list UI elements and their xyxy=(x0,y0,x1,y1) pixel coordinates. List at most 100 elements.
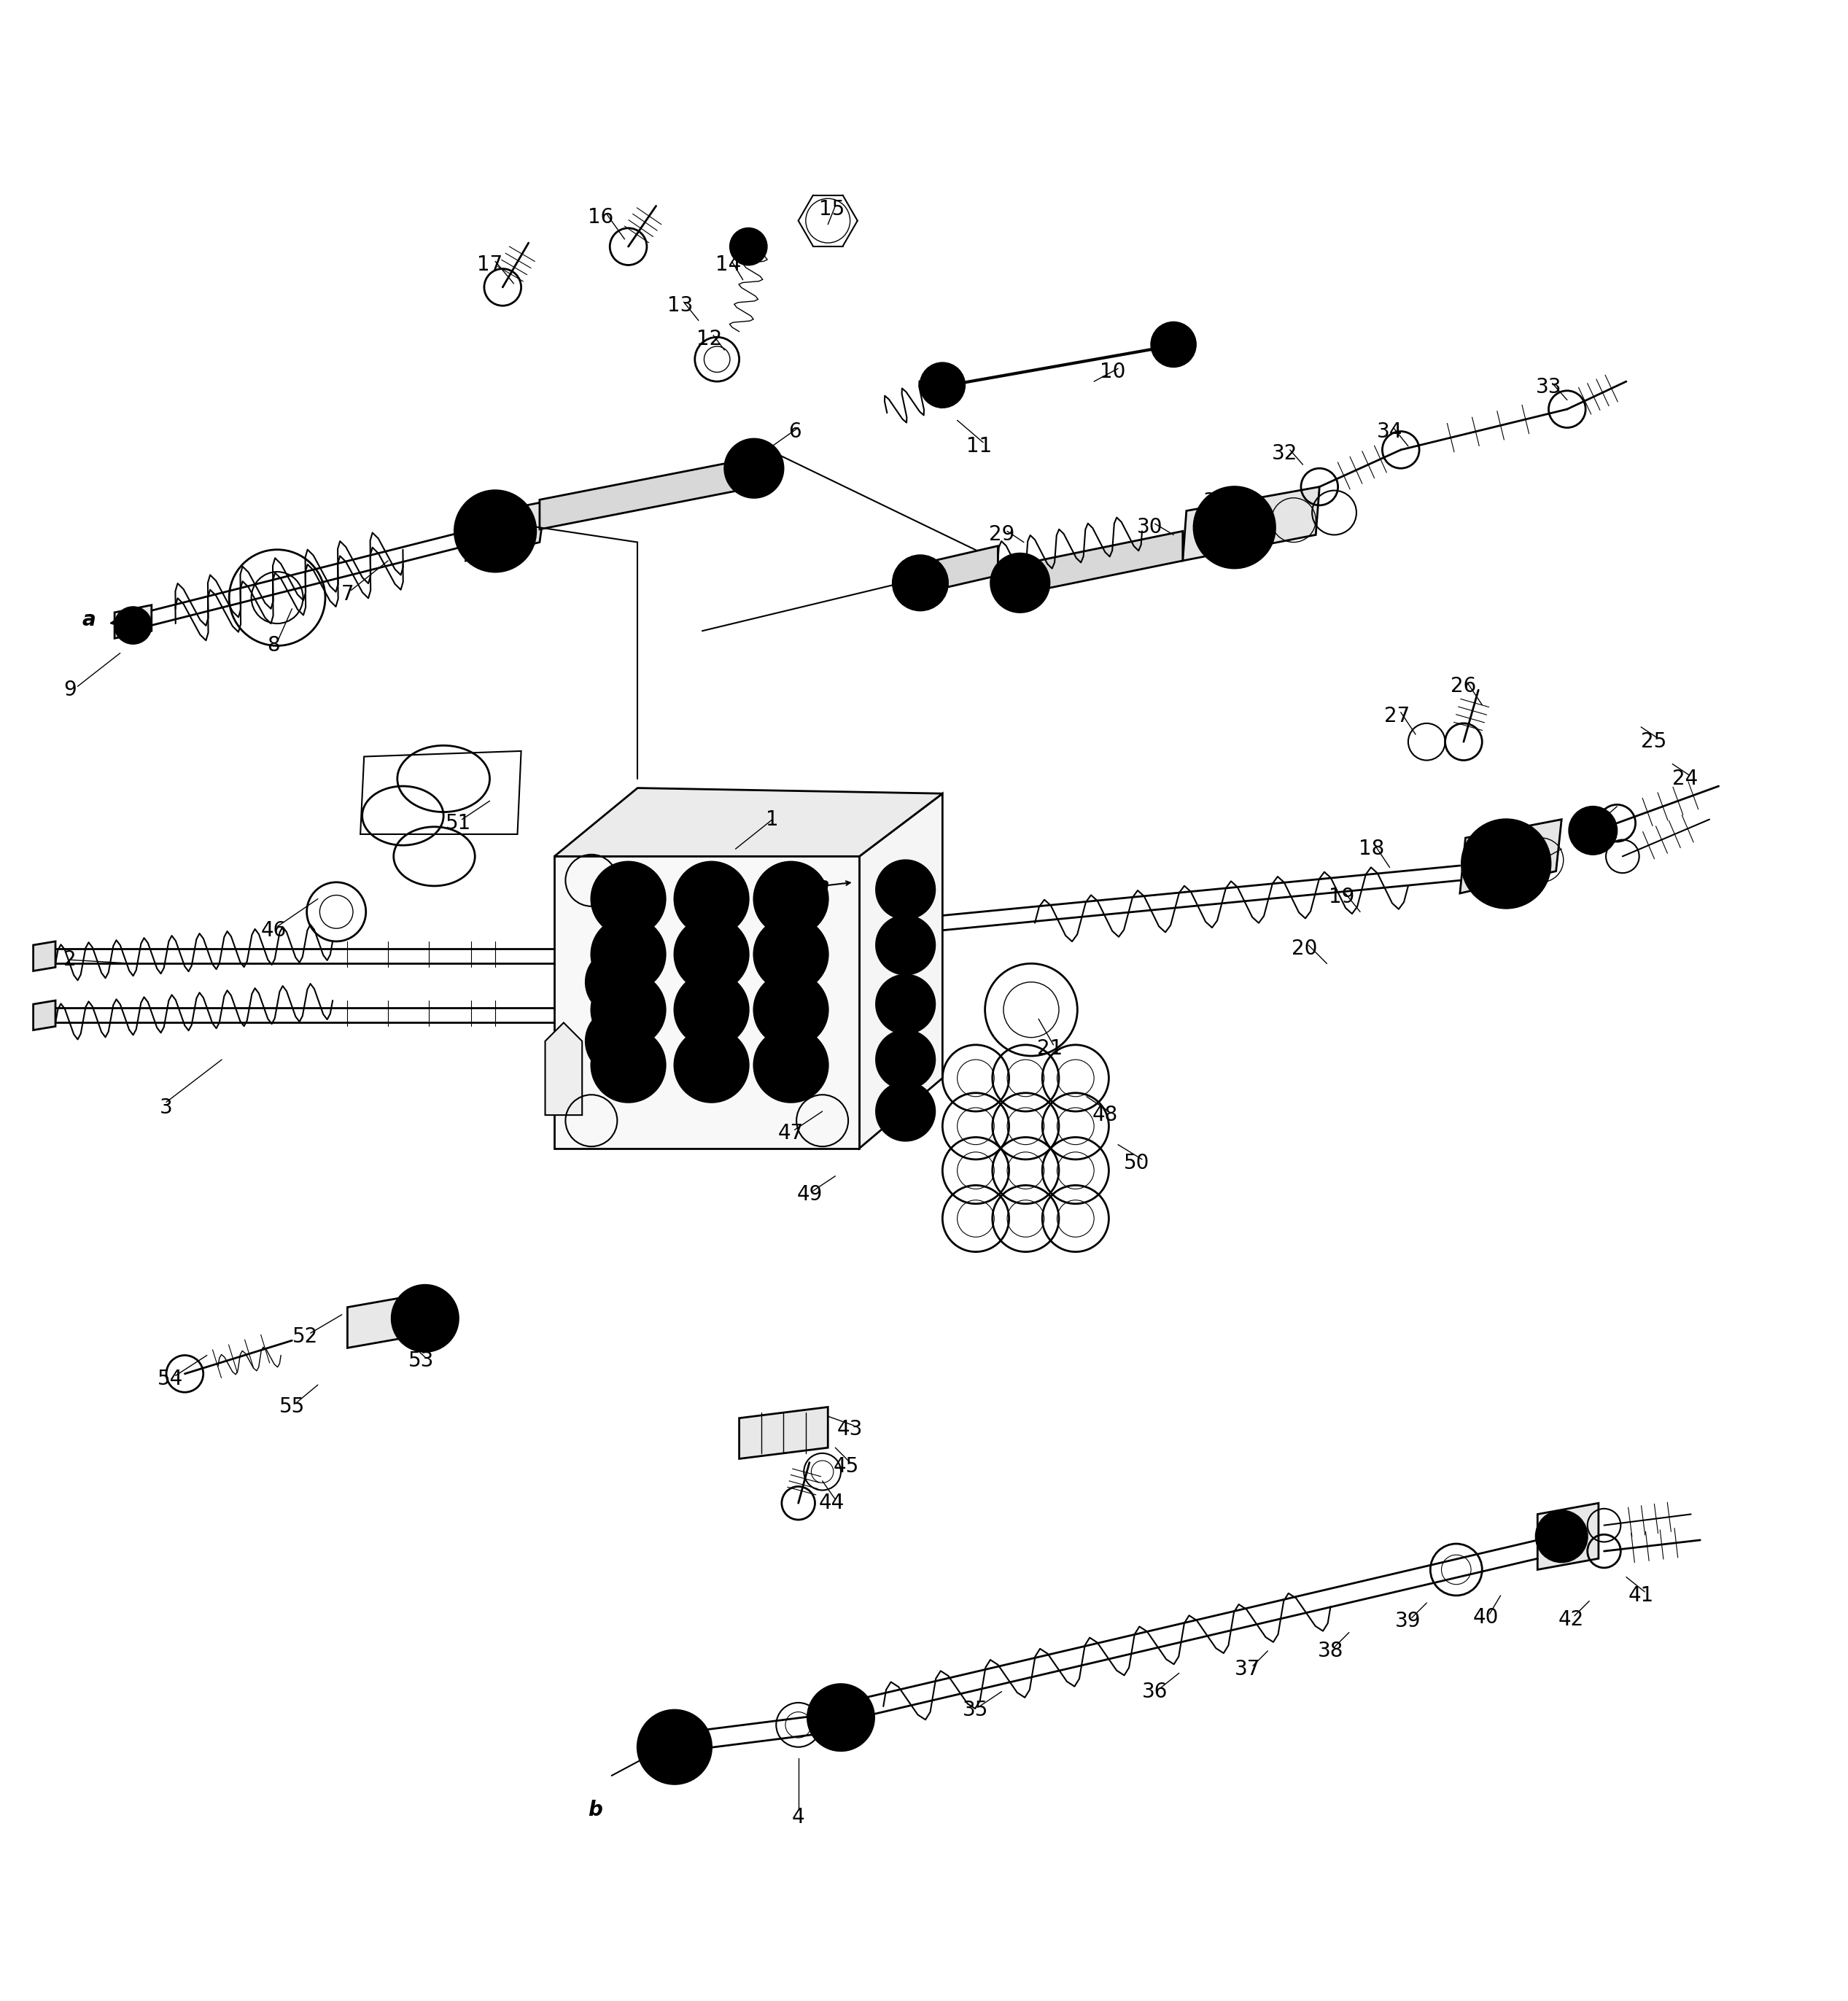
Circle shape xyxy=(724,438,784,498)
Circle shape xyxy=(889,1095,922,1129)
Text: 34: 34 xyxy=(1377,420,1403,442)
Text: 11: 11 xyxy=(967,436,992,456)
Circle shape xyxy=(586,1009,652,1075)
Circle shape xyxy=(889,988,922,1021)
Text: 40: 40 xyxy=(1473,1607,1499,1629)
Text: 3: 3 xyxy=(159,1097,174,1119)
Circle shape xyxy=(606,932,650,976)
Text: 16: 16 xyxy=(588,206,614,228)
Text: 33: 33 xyxy=(1536,376,1562,398)
Circle shape xyxy=(638,1711,711,1785)
Circle shape xyxy=(754,1029,828,1103)
Text: 50: 50 xyxy=(1124,1153,1149,1173)
Circle shape xyxy=(1462,820,1550,908)
Circle shape xyxy=(876,916,935,974)
Text: 19: 19 xyxy=(1329,886,1355,906)
Circle shape xyxy=(689,932,734,976)
Circle shape xyxy=(591,972,665,1047)
Polygon shape xyxy=(1538,1503,1599,1569)
Text: 43: 43 xyxy=(837,1419,863,1439)
Text: 55: 55 xyxy=(279,1397,305,1417)
Text: 14: 14 xyxy=(715,254,741,276)
Polygon shape xyxy=(902,546,998,598)
Polygon shape xyxy=(33,940,55,970)
Text: 12: 12 xyxy=(697,328,723,348)
Polygon shape xyxy=(347,1297,410,1349)
Text: 2: 2 xyxy=(65,950,76,970)
Text: 15: 15 xyxy=(819,200,845,220)
Text: 26: 26 xyxy=(1451,676,1477,696)
Text: 23: 23 xyxy=(1586,812,1611,832)
Circle shape xyxy=(689,988,734,1033)
Text: 36: 36 xyxy=(1142,1681,1168,1701)
Circle shape xyxy=(591,862,665,936)
Text: 45: 45 xyxy=(833,1457,859,1477)
Text: 25: 25 xyxy=(1641,732,1667,752)
Circle shape xyxy=(675,862,748,936)
Polygon shape xyxy=(554,856,859,1149)
Circle shape xyxy=(889,872,922,906)
Text: b: b xyxy=(588,1799,602,1821)
Text: 18: 18 xyxy=(1358,838,1384,858)
Polygon shape xyxy=(554,788,942,856)
Text: 30: 30 xyxy=(1137,516,1162,538)
Text: 52: 52 xyxy=(292,1327,318,1347)
Text: 49: 49 xyxy=(796,1185,822,1205)
Text: 46: 46 xyxy=(261,920,286,940)
Circle shape xyxy=(769,988,813,1033)
Text: 31: 31 xyxy=(1203,492,1229,512)
Circle shape xyxy=(689,876,734,920)
Text: 39: 39 xyxy=(1395,1611,1421,1631)
Circle shape xyxy=(606,988,650,1033)
Text: b: b xyxy=(894,1013,909,1033)
Text: 1: 1 xyxy=(767,808,778,830)
Circle shape xyxy=(606,1043,650,1087)
Circle shape xyxy=(876,1031,935,1089)
Text: a: a xyxy=(815,876,830,896)
Circle shape xyxy=(769,932,813,976)
Circle shape xyxy=(754,916,828,990)
Text: 4: 4 xyxy=(793,1807,804,1827)
Text: 8: 8 xyxy=(268,636,279,656)
Circle shape xyxy=(689,1043,734,1087)
Polygon shape xyxy=(33,1000,55,1031)
Circle shape xyxy=(876,860,935,918)
Text: 54: 54 xyxy=(157,1369,183,1389)
Text: 20: 20 xyxy=(1292,938,1318,958)
Circle shape xyxy=(455,490,536,572)
Text: 10: 10 xyxy=(1100,362,1125,382)
Polygon shape xyxy=(1460,820,1562,892)
Circle shape xyxy=(920,362,965,408)
Circle shape xyxy=(115,606,152,644)
Polygon shape xyxy=(545,1023,582,1115)
Text: 48: 48 xyxy=(1092,1105,1118,1125)
Text: 51: 51 xyxy=(445,812,471,832)
Circle shape xyxy=(1151,322,1196,366)
Circle shape xyxy=(769,1043,813,1087)
Circle shape xyxy=(889,1043,922,1077)
Polygon shape xyxy=(739,1407,828,1459)
Text: 42: 42 xyxy=(1558,1609,1584,1629)
Text: 44: 44 xyxy=(819,1493,845,1513)
Circle shape xyxy=(893,554,948,610)
Circle shape xyxy=(754,862,828,936)
Text: 13: 13 xyxy=(667,296,693,316)
Polygon shape xyxy=(1183,486,1319,560)
Circle shape xyxy=(591,916,665,990)
Text: 38: 38 xyxy=(1318,1641,1343,1661)
Circle shape xyxy=(1569,806,1617,854)
Text: 29: 29 xyxy=(989,524,1015,544)
Polygon shape xyxy=(540,454,776,530)
Circle shape xyxy=(730,228,767,264)
Text: 7: 7 xyxy=(342,584,353,604)
Circle shape xyxy=(392,1285,458,1351)
Circle shape xyxy=(769,876,813,920)
Text: 6: 6 xyxy=(789,420,800,442)
Circle shape xyxy=(889,928,922,962)
Circle shape xyxy=(675,916,748,990)
Text: 5: 5 xyxy=(484,550,495,570)
Text: 41: 41 xyxy=(1628,1585,1654,1605)
Circle shape xyxy=(586,948,652,1015)
Text: 27: 27 xyxy=(1384,706,1410,726)
Circle shape xyxy=(1536,1511,1587,1563)
